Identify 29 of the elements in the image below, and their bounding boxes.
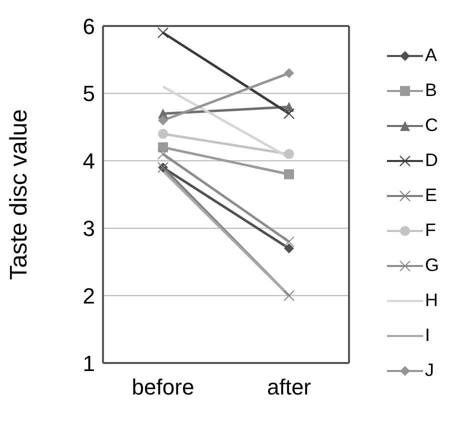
point — [158, 142, 168, 152]
legend-label: A — [425, 45, 438, 66]
y-axis-title: Taste disc value — [6, 109, 33, 280]
legend-label: H — [425, 290, 438, 311]
point — [158, 128, 168, 139]
x-tick-label: after — [266, 374, 312, 400]
legend-label: G — [425, 255, 440, 276]
y-tick-label: 1 — [82, 350, 95, 376]
point — [284, 68, 294, 78]
point — [284, 243, 294, 254]
legend-label: B — [425, 80, 438, 101]
y-tick-label: 3 — [82, 216, 95, 242]
legend-label: D — [425, 150, 438, 171]
legend-label: C — [425, 115, 438, 136]
legend-label: E — [425, 185, 438, 206]
x-tick-label: before — [132, 374, 194, 400]
point — [284, 290, 294, 302]
y-tick-label: 2 — [82, 283, 95, 308]
point — [158, 27, 168, 38]
y-tick-label: 6 — [82, 14, 95, 39]
y-tick-label: 4 — [82, 148, 95, 174]
point — [284, 169, 294, 180]
point — [158, 148, 168, 160]
legend-label: J — [425, 360, 434, 381]
point — [284, 149, 294, 160]
y-tick-label: 5 — [82, 81, 95, 106]
point — [284, 236, 294, 248]
legend-label: I — [425, 325, 430, 346]
legend-label: F — [425, 220, 436, 241]
